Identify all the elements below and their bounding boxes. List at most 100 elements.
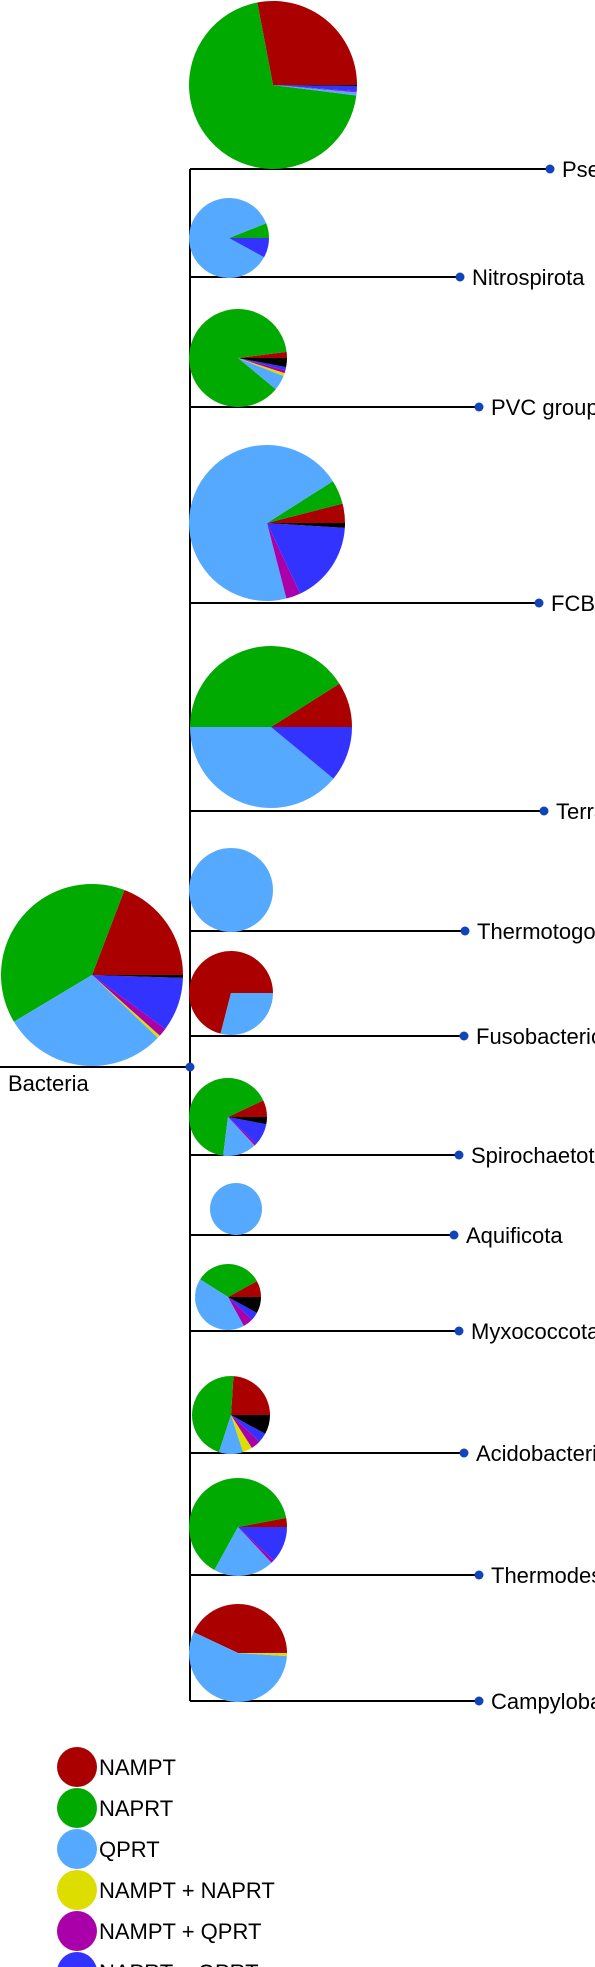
- fcb-group-label: FCB group: [551, 591, 595, 616]
- thermodesulfobacteriota-slice-qprt: [214, 1527, 272, 1577]
- spirochaetota-pie: [189, 1077, 267, 1156]
- myxococcota-slice-naprt-qprt: [228, 1297, 257, 1320]
- bacteria-slice-nampt-naprt-qprt: [92, 975, 183, 978]
- pseudomonadota-pie: [189, 1, 357, 170]
- myxococcota-slice-nampt-naprt-qprt: [228, 1297, 261, 1313]
- pvc-group-slice-nampt-naprt: [238, 358, 285, 377]
- pvc-group-node: [474, 402, 484, 412]
- fusobacteriota-pie: [189, 950, 273, 1035]
- terrabacteria-group-slice-naprt-qprt: [271, 727, 352, 779]
- myxococcota-slice-nampt-qprt: [228, 1297, 253, 1326]
- spirochaetota-slice-nampt-naprt-qprt: [228, 1117, 267, 1125]
- thermotogota-slice-qprt: [189, 848, 273, 932]
- legend-qprt: QPRT: [57, 1829, 160, 1869]
- legend-qprt-label: QPRT: [99, 1837, 160, 1862]
- nitrospirota-slice-naprt: [229, 223, 269, 238]
- pvc-group-label: PVC group: [491, 395, 595, 420]
- bacteria-slice-naprt: [0, 883, 125, 1022]
- legend-nampt-label: NAMPT: [99, 1755, 176, 1780]
- acidobacteriota-slice-naprt: [192, 1376, 234, 1453]
- pseudomonadota-slice-nampt-qprt: [273, 85, 357, 93]
- campylobacterota-pie: [188, 1603, 287, 1703]
- myxococcota-label: Myxococcota: [471, 1319, 595, 1344]
- spirochaetota-slice-nampt: [228, 1100, 267, 1117]
- legend-nampt-qprt: NAMPT + QPRT: [57, 1911, 261, 1951]
- clade-labels: Bacteria Pseudomonadota Nitrospirota PVC gr…: [8, 157, 595, 1714]
- pseudomonadota-slice-nampt: [257, 1, 357, 85]
- myxococcota-slice-nampt: [228, 1281, 261, 1297]
- spirochaetota-slice-qprt: [223, 1117, 255, 1156]
- legend-nampt-swatch: [57, 1747, 97, 1787]
- terrabacteria-group-node: [539, 806, 549, 816]
- nitrospirota-slice-naprt-qprt: [229, 238, 269, 258]
- legend-naprt-swatch: [57, 1788, 97, 1828]
- pvc-group-pie: [188, 309, 287, 408]
- myxococcota-slice-qprt: [195, 1279, 244, 1331]
- legend-naprt-qprt: NAPRT + QPRT: [57, 1952, 259, 1967]
- spirochaetota-slice-nampt-qprt: [228, 1117, 257, 1146]
- campylobacterota-slice-qprt: [188, 1632, 287, 1703]
- thermodesulfobacteriota-pie: [188, 1478, 287, 1577]
- campylobacterota-label: Campylobacterota: [491, 1689, 595, 1714]
- legend-naprt-label: NAPRT: [99, 1796, 173, 1821]
- legend-nampt-naprt-swatch: [57, 1870, 97, 1910]
- myxococcota-pie: [195, 1264, 261, 1331]
- bacteria-slice-nampt-naprt: [92, 975, 160, 1038]
- aquificota-pie: [210, 1183, 262, 1235]
- fcb-group-slice-qprt: [189, 445, 333, 602]
- bacteria-slice-nampt: [92, 889, 184, 975]
- fcb-group-slice-nampt-qprt: [267, 523, 301, 599]
- nitrospirota-node: [455, 272, 465, 282]
- myxococcota-node: [454, 1326, 464, 1336]
- fusobacteriota-slice-nampt: [189, 950, 273, 1034]
- root-node: [185, 1062, 195, 1072]
- bacteria-pie: [0, 883, 184, 1067]
- pvc-group-slice-nampt-qprt: [238, 358, 286, 374]
- terrabacteria-group-slice-nampt: [271, 683, 352, 727]
- fusobacteriota-node: [459, 1031, 469, 1041]
- acidobacteriota-slice-nampt-naprt-qprt: [231, 1415, 270, 1434]
- thermodesulfobacteriota-node: [474, 1570, 484, 1580]
- terrabacteria-group-label: Terrabacteria group: [556, 799, 595, 824]
- pvc-group-slice-qprt: [238, 358, 284, 390]
- pseudomonadota-slice-qprt: [273, 85, 357, 96]
- nitrospirota-label: Nitrospirota: [472, 265, 585, 290]
- pseudomonadota-label: Pseudomonadota: [562, 157, 595, 182]
- legend-nampt-qprt-swatch: [57, 1911, 97, 1951]
- legend-naprt-qprt-label: NAPRT + QPRT: [99, 1960, 259, 1967]
- campylobacterota-slice-nampt: [193, 1603, 287, 1653]
- acidobacteriota-node: [459, 1448, 469, 1458]
- nitrospirota-slice-qprt: [188, 198, 267, 279]
- spirochaetota-label: Spirochaetota: [471, 1143, 595, 1168]
- terrabacteria-group-pie: [190, 646, 352, 808]
- fcb-group-node: [534, 598, 544, 608]
- nitrospirota-pie: [188, 198, 269, 279]
- pseudomonadota-node: [545, 164, 555, 174]
- thermotogota-node: [460, 926, 470, 936]
- acidobacteriota-slice-nampt: [231, 1376, 270, 1415]
- acidobacteriota-slice-qprt: [218, 1415, 244, 1454]
- root-label: Bacteria: [8, 1071, 89, 1096]
- thermodesulfobacteriota-slice-naprt: [188, 1478, 287, 1570]
- bacteria-slice-naprt-qprt: [92, 975, 183, 1029]
- fcb-group-slice-naprt-qprt: [267, 523, 345, 594]
- thermodesulfobacteriota-slice-naprt-qprt: [238, 1527, 287, 1561]
- campylobacterota-node: [474, 1696, 484, 1706]
- acidobacteriota-pie: [192, 1376, 270, 1454]
- thermotogota-pie: [189, 848, 273, 932]
- spirochaetota-slice-naprt: [189, 1077, 264, 1156]
- pseudomonadota-slice-nampt-naprt-qprt: [273, 85, 357, 87]
- legend-qprt-swatch: [57, 1829, 97, 1869]
- fusobacteriota-slice-qprt: [220, 993, 273, 1035]
- fcb-group-pie: [189, 445, 346, 602]
- fcb-group-slice-nampt-naprt-qprt: [267, 523, 346, 528]
- spirochaetota-slice-naprt-qprt: [228, 1117, 267, 1144]
- pseudomonadota-slice-naprt-qprt: [273, 85, 357, 92]
- legend-nampt: NAMPT: [57, 1747, 176, 1787]
- legend-nampt-naprt-label: NAMPT + NAPRT: [99, 1878, 275, 1903]
- bacteria-slice-qprt: [13, 975, 158, 1067]
- legend-nampt-naprt: NAMPT + NAPRT: [57, 1870, 275, 1910]
- pvc-group-slice-nampt-naprt-qprt: [238, 358, 287, 368]
- acidobacteriota-slice-nampt-qprt: [231, 1415, 260, 1448]
- pie-charts: [0, 1, 357, 1703]
